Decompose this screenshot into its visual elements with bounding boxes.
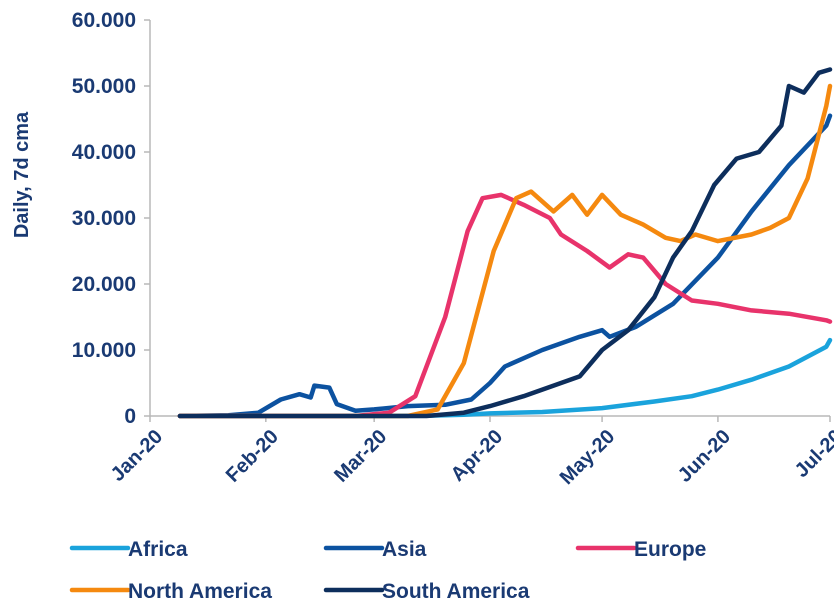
legend-label-europe: Europe bbox=[634, 538, 706, 561]
y-tick-label: 60.000 bbox=[72, 9, 136, 32]
y-axis-label: Daily, 7d cma bbox=[11, 111, 33, 238]
x-tick-label: Jun-20 bbox=[674, 426, 735, 487]
legend-label-north-america: North America bbox=[128, 580, 272, 603]
x-tick-label: Mar-20 bbox=[330, 426, 391, 487]
legend: Africa Asia Europe North America South Ameri… bbox=[69, 538, 706, 603]
x-tick-label: Apr-20 bbox=[447, 426, 507, 486]
x-tick-label: Jul-20 bbox=[791, 426, 834, 482]
y-tick-label: 40.000 bbox=[72, 141, 136, 164]
series-lines bbox=[177, 67, 833, 419]
x-tick-label: Jan-20 bbox=[107, 426, 167, 486]
legend-label-asia: Asia bbox=[382, 538, 427, 561]
y-tick-label: 20.000 bbox=[72, 273, 136, 296]
y-tick-label: 10.000 bbox=[72, 339, 136, 362]
legend-label-south-america: South America bbox=[382, 580, 530, 603]
series-line-south-america bbox=[177, 67, 833, 419]
legend-label-africa: Africa bbox=[128, 538, 188, 561]
series-line-europe bbox=[177, 192, 833, 419]
y-tick-label: 50.000 bbox=[72, 75, 136, 98]
series-line-north-america bbox=[177, 83, 833, 419]
x-tick-label: May-20 bbox=[556, 426, 620, 490]
x-tick-label: Feb-20 bbox=[222, 426, 283, 487]
series-line-asia bbox=[177, 113, 833, 419]
series-line-africa bbox=[177, 337, 833, 419]
y-tick-label: 30.000 bbox=[72, 207, 136, 230]
y-tick-label: 0 bbox=[124, 405, 136, 428]
